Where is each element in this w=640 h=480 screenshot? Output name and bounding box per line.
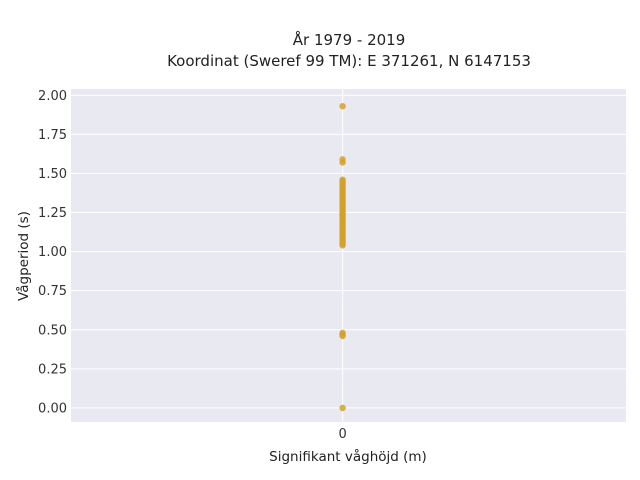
x-axis-label: Signifikant våghöjd (m) [269,448,427,465]
y-tick-label: 0.50 [38,323,67,338]
tick-labels: 00,010,020,030,040,050.000.250.500.751.0… [38,89,347,442]
y-tick-label: 0.75 [38,284,67,299]
y-tick-label: 0.25 [38,362,67,377]
y-axis-label: Vågperiod (s) [15,211,32,301]
y-tick-label: 1.75 [38,128,67,143]
data-point [339,102,346,110]
data-point [339,404,346,412]
chart-title-line-1: År 1979 - 2019 [293,30,406,49]
grid-lines [71,89,626,422]
y-tick-label: 1.00 [38,245,67,260]
y-tick-label: 2.00 [38,89,67,104]
plot-area [71,89,626,422]
data-points [339,102,346,412]
y-tick-label: 1.50 [38,167,67,182]
x-tick-label: 0 [338,427,346,442]
data-point [339,159,346,166]
chart-title-line-2: Koordinat (Sweref 99 TM): E 371261, N 61… [167,52,531,70]
y-tick-label: 1.25 [38,206,67,221]
data-point [339,332,346,340]
data-point [339,242,346,249]
y-tick-label: 0.00 [38,401,67,416]
